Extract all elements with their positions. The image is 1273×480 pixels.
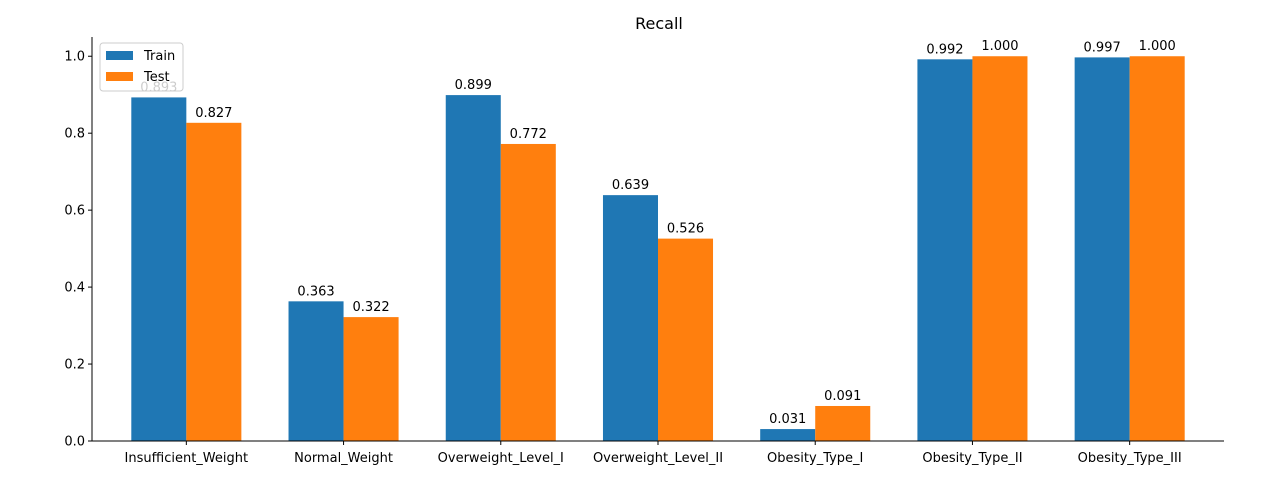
chart-title: Recall (635, 14, 683, 33)
value-label-test-obesity_type_ii: 1.000 (981, 39, 1018, 54)
value-label-train-obesity_type_i: 0.031 (769, 412, 806, 427)
y-tick-label: 0.2 (64, 358, 85, 373)
x-tick-label: Normal_Weight (294, 451, 393, 466)
bar-test-overweight_level_i (500, 143, 556, 441)
legend-swatch-train (106, 51, 133, 60)
x-tick-label: Insufficient_Weight (125, 451, 249, 466)
y-tick-label: 0.6 (64, 204, 85, 219)
value-label-test-obesity_type_i: 0.091 (824, 389, 861, 404)
bar-train-normal_weight (288, 301, 344, 441)
y-tick-label: 1.0 (64, 50, 85, 65)
x-tick-label: Overweight_Level_I (438, 451, 564, 466)
bar-train-obesity_type_iii (1074, 57, 1130, 441)
value-label-train-overweight_level_i: 0.899 (455, 78, 492, 93)
x-tick-label: Obesity_Type_I (767, 451, 863, 466)
bars-group (131, 56, 1185, 441)
bar-train-obesity_type_ii (917, 59, 973, 441)
value-label-train-obesity_type_iii: 0.997 (1084, 40, 1121, 55)
value-label-train-normal_weight: 0.363 (297, 284, 334, 299)
bar-train-insufficient_weight (131, 97, 187, 441)
bar-test-obesity_type_iii (1129, 56, 1185, 441)
value-label-train-overweight_level_ii: 0.639 (612, 178, 649, 193)
value-label-test-overweight_level_ii: 0.526 (667, 222, 704, 237)
data-labels-group: 0.8930.3630.8990.6390.0310.9920.9970.827… (140, 39, 1176, 427)
x-tick-label: Obesity_Type_II (922, 451, 1022, 466)
value-label-test-insufficient_weight: 0.827 (195, 106, 232, 121)
y-tick-label: 0.0 (64, 435, 85, 450)
bar-test-obesity_type_i (815, 405, 871, 441)
axes-group: 0.0 0.2 0.4 0.6 0.8 1.0 Insufficient_Weight Nor… (64, 37, 1224, 466)
legend-swatch-test (106, 72, 133, 81)
bar-test-normal_weight (343, 317, 399, 441)
value-label-test-normal_weight: 0.322 (352, 300, 389, 315)
bar-train-overweight_level_ii (602, 195, 658, 441)
bar-test-insufficient_weight (186, 122, 242, 441)
bar-train-overweight_level_i (445, 95, 501, 441)
value-label-train-obesity_type_ii: 0.992 (926, 42, 963, 57)
y-tick-label: 0.8 (64, 127, 85, 142)
bar-train-obesity_type_i (760, 429, 816, 441)
bar-test-obesity_type_ii (972, 56, 1028, 441)
value-label-test-overweight_level_i: 0.772 (510, 127, 547, 142)
value-label-test-obesity_type_iii: 1.000 (1139, 39, 1176, 54)
y-tick-label: 0.4 (64, 281, 85, 296)
legend-label-test: Test (143, 70, 170, 85)
legend-label-train: Train (143, 49, 175, 64)
legend: Train Test (99, 42, 184, 92)
bar-test-overweight_level_ii (658, 238, 714, 441)
x-tick-label: Overweight_Level_II (593, 451, 723, 466)
x-tick-label: Obesity_Type_III (1078, 451, 1182, 466)
